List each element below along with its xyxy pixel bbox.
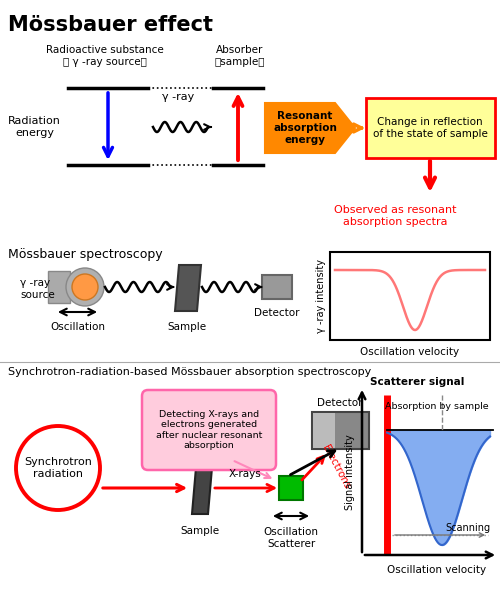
Polygon shape bbox=[192, 456, 213, 514]
Text: γ -ray intensity: γ -ray intensity bbox=[316, 259, 326, 333]
FancyBboxPatch shape bbox=[142, 390, 276, 470]
Ellipse shape bbox=[72, 274, 98, 300]
Circle shape bbox=[16, 426, 100, 510]
Ellipse shape bbox=[66, 268, 104, 306]
FancyBboxPatch shape bbox=[262, 275, 292, 299]
FancyBboxPatch shape bbox=[313, 413, 335, 448]
Text: γ -ray: γ -ray bbox=[162, 92, 194, 102]
Text: Scatterer signal: Scatterer signal bbox=[370, 377, 464, 387]
Text: Mössbauer effect: Mössbauer effect bbox=[8, 15, 213, 35]
Text: Absorber
【sample】: Absorber 【sample】 bbox=[215, 45, 265, 67]
FancyBboxPatch shape bbox=[366, 98, 495, 158]
Text: Sample: Sample bbox=[168, 322, 206, 332]
Text: Signal intensity: Signal intensity bbox=[345, 434, 355, 510]
FancyBboxPatch shape bbox=[279, 476, 303, 500]
Text: Radiation
energy: Radiation energy bbox=[8, 116, 61, 138]
Text: Oscillation: Oscillation bbox=[50, 322, 106, 332]
Text: Resonant
absorption
energy: Resonant absorption energy bbox=[273, 111, 337, 145]
Text: Detecting X-rays and
electrons generated
after nuclear resonant
absorption: Detecting X-rays and electrons generated… bbox=[156, 410, 262, 450]
Text: Oscillation velocity: Oscillation velocity bbox=[360, 347, 460, 357]
Bar bbox=[48, 271, 70, 303]
Text: Oscillation velocity: Oscillation velocity bbox=[387, 565, 486, 575]
Text: Observed as resonant
absorption spectra: Observed as resonant absorption spectra bbox=[334, 205, 456, 226]
Text: γ -ray
source: γ -ray source bbox=[20, 278, 55, 300]
Text: Mössbauer spectroscopy: Mössbauer spectroscopy bbox=[8, 248, 162, 261]
Text: Detector: Detector bbox=[254, 308, 300, 318]
Text: Absorption by sample: Absorption by sample bbox=[385, 402, 489, 411]
Text: Radioactive substance
【 γ -ray source】: Radioactive substance 【 γ -ray source】 bbox=[46, 45, 164, 67]
Polygon shape bbox=[175, 265, 201, 311]
Text: Detector: Detector bbox=[318, 398, 363, 408]
Text: Change in reflection
of the state of sample: Change in reflection of the state of sam… bbox=[372, 117, 488, 139]
Text: Scanning: Scanning bbox=[445, 523, 490, 533]
Text: Synchrotron-radiation-based Mössbauer absorption spectroscopy: Synchrotron-radiation-based Mössbauer ab… bbox=[8, 367, 371, 377]
Text: Electrons: Electrons bbox=[320, 443, 352, 491]
Text: Sample: Sample bbox=[180, 526, 220, 536]
Text: Synchrotron
radiation: Synchrotron radiation bbox=[24, 457, 92, 479]
Text: X-rays: X-rays bbox=[228, 469, 262, 479]
FancyBboxPatch shape bbox=[312, 412, 369, 449]
Polygon shape bbox=[265, 103, 355, 153]
Bar bbox=[330, 252, 490, 340]
Text: Oscillation
Scatterer: Oscillation Scatterer bbox=[264, 527, 318, 548]
